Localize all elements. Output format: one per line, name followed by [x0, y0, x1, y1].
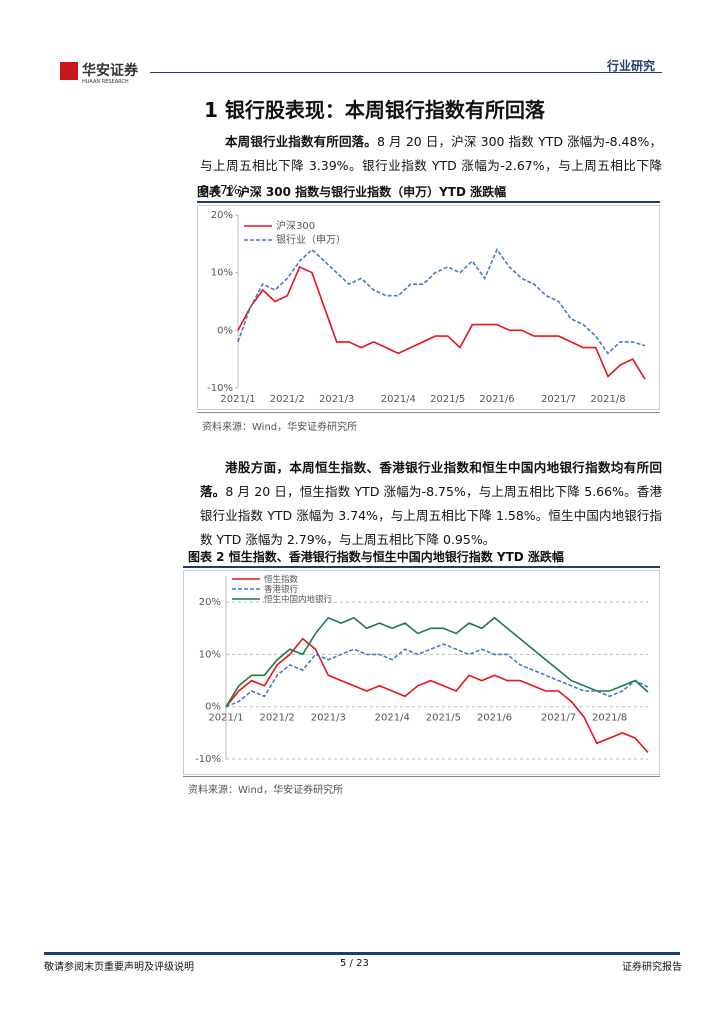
x-tick-label: 2021/4 [381, 394, 416, 405]
y-tick-label: -10% [195, 754, 221, 765]
series-line [237, 265, 646, 380]
series-line [225, 637, 649, 754]
x-tick-label: 2021/8 [592, 713, 627, 724]
figure-rule [183, 776, 660, 777]
x-tick-label: 2021/3 [311, 713, 346, 724]
figure-source: 资料来源：Wind，华安证券研究所 [202, 422, 358, 433]
legend-label: 香港银行 [264, 584, 299, 595]
logo-mark [60, 62, 78, 80]
x-tick-label: 2021/5 [426, 713, 461, 724]
figure-title: 图表 1 沪深 300 指数与银行业指数（申万）YTD 涨跌幅 [197, 185, 507, 199]
paragraph: 本周银行业指数有所回落。8 月 20 日，沪深 300 指数 YTD 涨幅为-8… [200, 130, 662, 202]
paragraph-lead: 本周银行业指数有所回落。 [225, 134, 377, 149]
logo-sub: HUAAN RESEARCH [82, 79, 129, 85]
x-tick-label: 2021/2 [260, 713, 295, 724]
report-type: 行业研究 [607, 59, 656, 73]
paragraph-body: 8 月 20 日，沪深 300 指数 YTD 涨幅为-8.48%，与上周五相比下… [200, 134, 662, 197]
chart-frame [197, 205, 660, 410]
footer-disclaimer: 敬请参阅末页重要声明及评级说明 [44, 962, 194, 973]
series-line [225, 643, 649, 708]
x-tick-label: 2021/6 [477, 713, 512, 724]
paragraph: 港股方面，本周恒生指数、香港银行业指数和恒生中国内地银行指数均有所回落。8 月 … [200, 456, 662, 552]
y-tick-label: 20% [199, 597, 221, 608]
figure-title: 图表 2 恒生指数、香港银行指数与恒生中国内地银行指数 YTD 涨跌幅 [188, 550, 564, 564]
paragraph-lead: 港股方面，本周恒生指数、香港银行业指数和恒生中国内地银行指数均有所回落。 [200, 460, 662, 499]
x-tick-label: 2021/2 [270, 394, 305, 405]
section-title: 1 银行股表现：本周银行指数有所回落 [204, 98, 545, 122]
chart-frame [183, 570, 660, 775]
page-number: 5 / 23 [340, 958, 369, 969]
y-tick-label: 0% [205, 702, 221, 713]
footer-rule [44, 952, 680, 955]
legend-label: 沪深300 [276, 219, 315, 232]
chart: -10% 0% 10% 20% 2021/1 2021/2 2021/3 2021/4 2021… [197, 205, 660, 410]
figure-rule [197, 201, 660, 203]
chart: -10% 0% 10% 20% 2021/1 2021/2 2021/3 2021/4 2021… [183, 570, 660, 775]
legend-label: 恒生指数 [264, 574, 299, 585]
x-tick-label: 2021/8 [590, 394, 625, 405]
figure-rule [197, 412, 660, 413]
figure-rule [183, 566, 660, 568]
x-tick-label: 2021/3 [319, 394, 354, 405]
series-line [237, 247, 646, 355]
x-tick-label: 2021/1 [208, 713, 243, 724]
x-tick-label: 2021/7 [541, 713, 576, 724]
y-tick-label: -10% [207, 383, 233, 394]
y-tick-label: 20% [211, 210, 233, 221]
x-tick-label: 2021/6 [479, 394, 514, 405]
header-rule [150, 72, 662, 73]
logo-text: 华安证券 [82, 63, 138, 79]
y-tick-label: 10% [211, 268, 233, 279]
x-tick-label: 2021/7 [541, 394, 576, 405]
x-tick-label: 2021/1 [220, 394, 255, 405]
legend-label: 恒生中国内地银行 [264, 594, 333, 605]
paragraph-body: 8 月 20 日，恒生指数 YTD 涨幅为-8.75%，与上周五相比下降 5.6… [200, 484, 662, 547]
footer-label: 证券研究报告 [622, 962, 682, 973]
legend-label: 银行业（申万） [276, 233, 346, 246]
figure-source: 资料来源：Wind，华安证券研究所 [188, 785, 344, 796]
y-tick-label: 10% [199, 649, 221, 660]
y-tick-label: 0% [217, 325, 233, 336]
series-line [225, 616, 649, 708]
x-tick-label: 2021/4 [375, 713, 410, 724]
x-tick-label: 2021/5 [430, 394, 465, 405]
